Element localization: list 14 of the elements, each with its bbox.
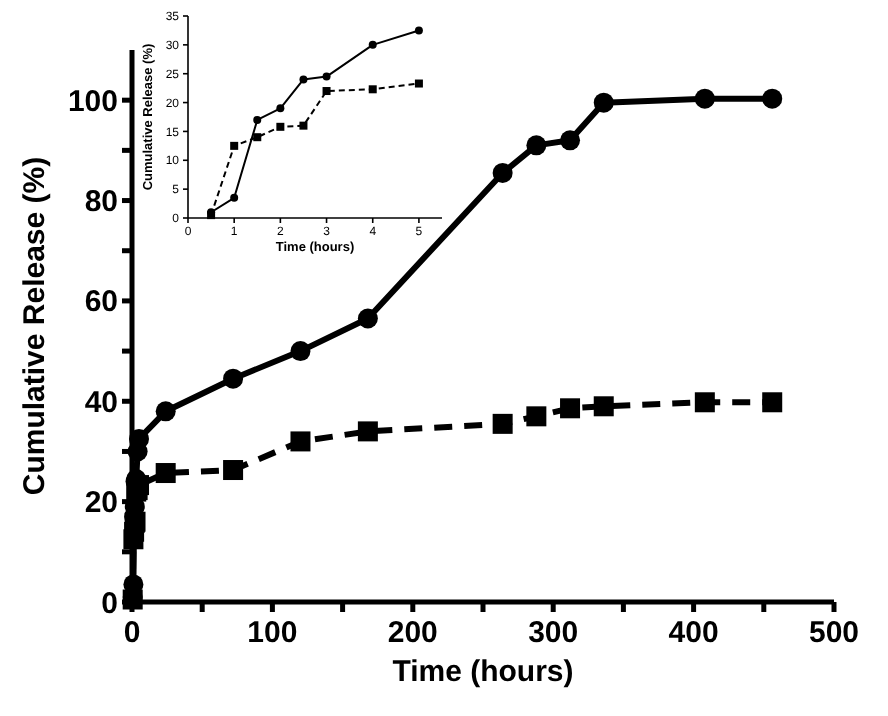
y-tick-label: 20 — [84, 486, 118, 521]
y-tick-label: 40 — [84, 385, 118, 420]
y-tick-label: 100 — [67, 84, 118, 119]
x-tick-label: 400 — [668, 616, 719, 650]
x-axis-title: Time (hours) — [392, 655, 574, 689]
x-tick-label: 200 — [387, 616, 438, 650]
x-tick-label: 300 — [528, 616, 579, 650]
y-axis-title: Cumulative Release (%) — [18, 156, 52, 496]
y-tick-label: 0 — [101, 586, 118, 621]
x-tick-label: 500 — [808, 616, 860, 650]
x-tick-label: 100 — [247, 616, 298, 650]
x-tick-label: 0 — [123, 616, 141, 650]
y-tick-label: 60 — [84, 285, 118, 320]
y-tick-label: 80 — [84, 185, 118, 220]
